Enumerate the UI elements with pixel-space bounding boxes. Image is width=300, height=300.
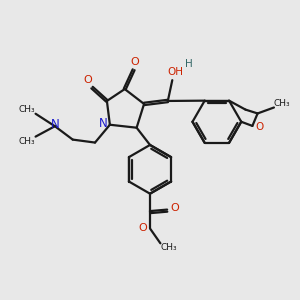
- Text: OH: OH: [167, 67, 183, 77]
- Text: CH₃: CH₃: [160, 243, 177, 252]
- Text: N: N: [50, 118, 59, 131]
- Text: CH₃: CH₃: [19, 137, 36, 146]
- Text: O: O: [138, 224, 147, 233]
- Text: CH₃: CH₃: [274, 99, 291, 108]
- Text: CH₃: CH₃: [19, 105, 36, 114]
- Text: O: O: [256, 122, 264, 132]
- Text: O: O: [131, 57, 140, 67]
- Text: H: H: [185, 59, 193, 69]
- Text: N: N: [99, 117, 108, 130]
- Text: O: O: [83, 75, 92, 85]
- Text: O: O: [170, 203, 179, 213]
